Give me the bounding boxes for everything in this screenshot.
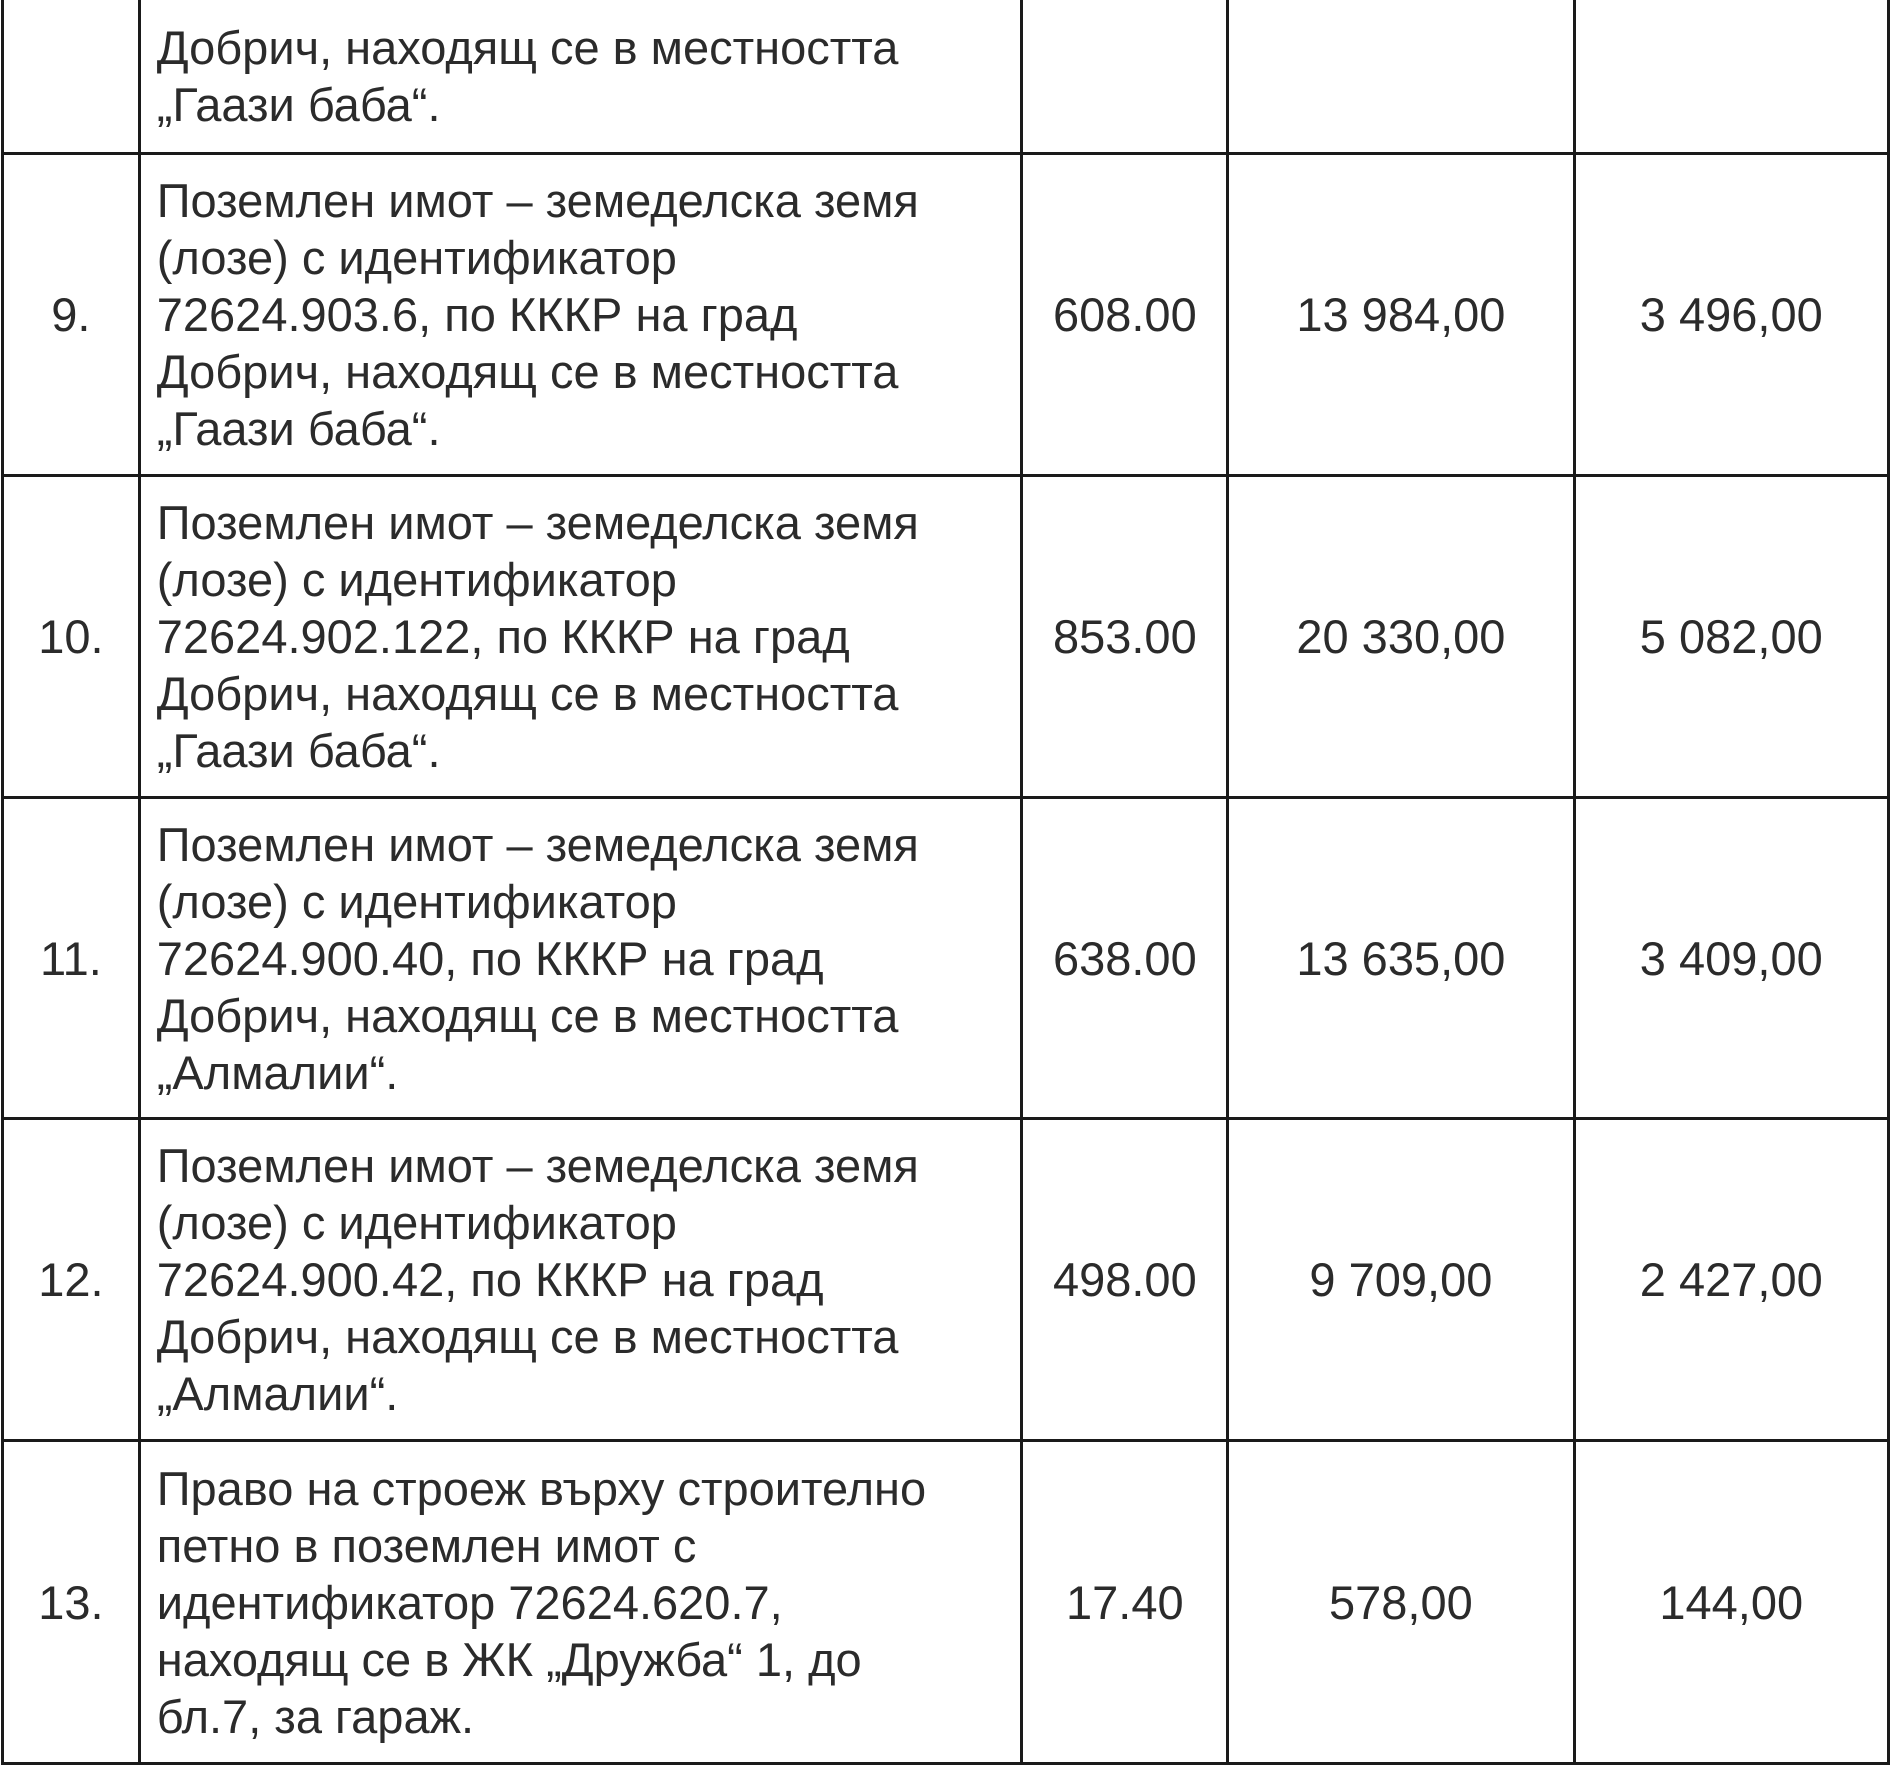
description-line: 72624.902.122, по КККР на град — [156, 610, 850, 663]
description-line: „Алмалии“. — [156, 1045, 399, 1099]
description-line: 72624.903.6, по КККР на град — [156, 288, 798, 341]
row-number: 12. — [1, 1117, 141, 1442]
description-line: Добрич, находящ се в местността — [156, 21, 899, 74]
description-line: (лозе) с идентификатор — [156, 874, 677, 928]
description-line: идентификатор 72624.620.7, — [156, 1575, 783, 1629]
description-line: „Алмалии“. — [156, 1367, 399, 1420]
table-row: 9. Поземлен имот – земеделска земя (лозе) … — [1, 152, 1890, 477]
property-description: Добрич, находящ се в местността „Гаази ба… — [137, 0, 1024, 155]
description-line: Поземлен имот – земеделска земя — [156, 174, 919, 227]
value1-cell: 20 330,00 — [1226, 474, 1576, 799]
value2-cell: 5 082,00 — [1572, 474, 1890, 799]
description-line: Право на строеж върху строително — [156, 1461, 927, 1515]
description-line: Добрич, находящ се в местността — [156, 988, 899, 1042]
value2-cell: 3 496,00 — [1572, 152, 1890, 477]
property-description: Поземлен имот – земеделска земя (лозе) с … — [137, 152, 1024, 477]
table-row: Добрич, находящ се в местността „Гаази ба… — [1, 0, 1890, 155]
description-line: (лозе) с идентификатор — [156, 553, 677, 606]
property-description: Право на строеж върху строително петно в … — [137, 1439, 1024, 1765]
value1-cell: 13 984,00 — [1226, 152, 1576, 477]
description-line: (лозе) с идентификатор — [156, 231, 677, 284]
area-cell — [1020, 0, 1230, 155]
row-number: 13. — [1, 1439, 141, 1765]
row-number — [1, 0, 141, 155]
description-line: 72624.900.42, по КККР на град — [156, 1253, 824, 1306]
description-line: (лозе) с идентификатор — [156, 1196, 677, 1249]
area-cell: 17.40 — [1020, 1439, 1230, 1765]
description-line: находящ се в ЖК „Дружба“ 1, до — [156, 1632, 862, 1686]
table-row: 11. Поземлен имот – земеделска земя (лозе)… — [1, 796, 1890, 1120]
area-cell: 498.00 — [1020, 1117, 1230, 1442]
value1-cell — [1226, 0, 1576, 155]
description-line: Добрич, находящ се в местността — [156, 667, 899, 720]
table-row: 12. Поземлен имот – земеделска земя (лозе)… — [1, 1117, 1890, 1442]
table-row: 13. Право на строеж върху строително петно… — [1, 1439, 1890, 1765]
property-description: Поземлен имот – земеделска земя (лозе) с … — [137, 1117, 1024, 1442]
value1-cell: 578,00 — [1226, 1439, 1576, 1765]
row-number: 11. — [1, 796, 141, 1120]
area-cell: 853.00 — [1020, 474, 1230, 799]
value2-cell: 144,00 — [1572, 1439, 1890, 1765]
value1-cell: 9 709,00 — [1226, 1117, 1576, 1442]
description-line: „Гаази баба“. — [156, 402, 441, 455]
description-line: петно в поземлен имот с — [156, 1518, 697, 1572]
area-cell: 608.00 — [1020, 152, 1230, 477]
description-line: 72624.900.40, по КККР на град — [156, 931, 824, 985]
value2-cell — [1572, 0, 1890, 155]
property-description: Поземлен имот – земеделска земя (лозе) с … — [137, 474, 1024, 799]
row-number: 9. — [1, 152, 141, 477]
value2-cell: 2 427,00 — [1572, 1117, 1890, 1442]
area-cell: 638.00 — [1020, 796, 1230, 1120]
description-line: Добрич, находящ се в местността — [156, 345, 899, 398]
description-line: „Гаази баба“. — [156, 78, 441, 131]
property-description: Поземлен имот – земеделска земя (лозе) с … — [137, 796, 1024, 1120]
description-line: Поземлен имот – земеделска земя — [156, 496, 919, 549]
description-line: Поземлен имот – земеделска земя — [156, 817, 919, 871]
description-line: Поземлен имот – земеделска земя — [156, 1139, 919, 1192]
row-number: 10. — [1, 474, 141, 799]
value1-cell: 13 635,00 — [1226, 796, 1576, 1120]
table-row: 10. Поземлен имот – земеделска земя (лозе)… — [1, 474, 1890, 799]
description-line: Добрич, находящ се в местността — [156, 1310, 899, 1363]
value2-cell: 3 409,00 — [1572, 796, 1890, 1120]
description-line: бл.7, за гараж. — [156, 1689, 475, 1743]
description-line: „Гаази баба“. — [156, 724, 441, 777]
